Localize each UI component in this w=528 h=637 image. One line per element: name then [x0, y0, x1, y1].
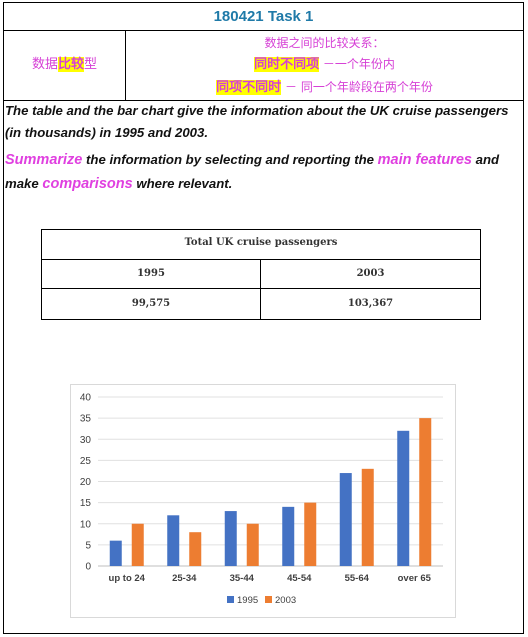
item1-highlight: 同时不同项 [254, 57, 320, 72]
y-tick-label: 25 [80, 456, 92, 467]
y-tick-label: 0 [85, 562, 91, 573]
bar-1995-up-to-24 [109, 540, 122, 566]
legend-swatch [265, 596, 272, 603]
instruction-text-3: where relevant. [132, 176, 233, 191]
x-tick-label: 55-64 [345, 573, 370, 584]
table-title: Total UK cruise passengers [42, 230, 480, 260]
keyword-main-features: main features [377, 152, 472, 168]
x-tick-label: up to 24 [109, 573, 146, 584]
worksheet-frame: 180421 Task 1 数据比较型 数据之间的比较关系： 同时不同项 －一个… [3, 2, 524, 634]
x-tick-label: 35-44 [230, 573, 255, 584]
y-tick-label: 10 [80, 519, 92, 530]
y-tick-label: 15 [80, 498, 92, 509]
label-prefix: 数据 [31, 57, 58, 72]
keyword-summarize: Summarize [5, 152, 83, 168]
bar-2003-55-64 [361, 468, 374, 566]
y-tick-label: 30 [80, 435, 92, 446]
label-suffix: 型 [84, 57, 98, 72]
x-tick-label: over 65 [398, 573, 432, 584]
table-header-2003: 2003 [261, 259, 480, 289]
item2-text: － 同一个年龄段在两个年份 [281, 80, 433, 94]
bar-2003-up-to-24 [131, 523, 144, 566]
bar-2003-45-54 [304, 502, 317, 566]
prompt-intro: The table and the bar chart give the inf… [5, 103, 509, 140]
task-type-row: 数据比较型 数据之间的比较关系： 同时不同项 －一个年份内 同项不同时 － 同一… [4, 30, 523, 101]
legend-swatch [227, 596, 234, 603]
legend-label: 1995 [237, 595, 258, 606]
bar-2003-35-44 [246, 523, 259, 566]
bar-1995-55-64 [339, 473, 352, 566]
y-tick-label: 20 [80, 477, 92, 488]
y-tick-label: 5 [85, 540, 91, 551]
y-tick-label: 40 [80, 393, 92, 404]
bar-2003-25-34 [189, 532, 202, 566]
chart-svg: 0 5 10 15 20 25 30 35 40 up to 24 25-34 35-44 45-54 5… [80, 393, 443, 606]
bar-chart: 0 5 10 15 20 25 30 35 40 up to 24 25-34 35-44 45-54 5… [70, 384, 456, 618]
legend-label: 2003 [275, 595, 296, 606]
bar-1995-45-54 [282, 506, 295, 566]
bar-2003-over-65 [419, 418, 432, 566]
table-header-1995: 1995 [42, 259, 261, 289]
prompt-instruction: Summarize the information by selecting a… [5, 148, 517, 196]
instruction-text-1: the information by selecting and reporti… [82, 152, 378, 167]
item2-highlight: 同项不同时 [216, 80, 282, 95]
desc-title: 数据之间的比较关系： [264, 36, 385, 50]
table-value-1995: 99,575 [42, 289, 261, 319]
y-tick-label: 35 [80, 414, 92, 425]
instruction-text-2: and make [5, 152, 500, 191]
bar-1995-25-34 [167, 515, 180, 566]
desc-item-2: 同项不同时 － 同一个年龄段在两个年份 [126, 76, 523, 95]
keyword-comparisons: comparisons [42, 176, 133, 192]
bar-1995-35-44 [224, 511, 237, 566]
item1-text: －一个年份内 [319, 57, 395, 71]
label-highlight: 比较 [57, 57, 84, 72]
task-title: 180421 Task 1 [4, 3, 523, 31]
desc-item-1: 同时不同项 －一个年份内 [126, 53, 523, 72]
task-type-description: 数据之间的比较关系： 同时不同项 －一个年份内 同项不同时 － 同一个年龄段在两… [126, 30, 523, 100]
task-type-label: 数据比较型 [4, 30, 126, 100]
bar-1995-over-65 [397, 430, 410, 566]
x-tick-label: 45-54 [287, 573, 312, 584]
passengers-table: Total UK cruise passengers 1995 2003 99,… [41, 229, 481, 320]
x-tick-label: 25-34 [172, 573, 197, 584]
table-value-2003: 103,367 [347, 298, 394, 309]
